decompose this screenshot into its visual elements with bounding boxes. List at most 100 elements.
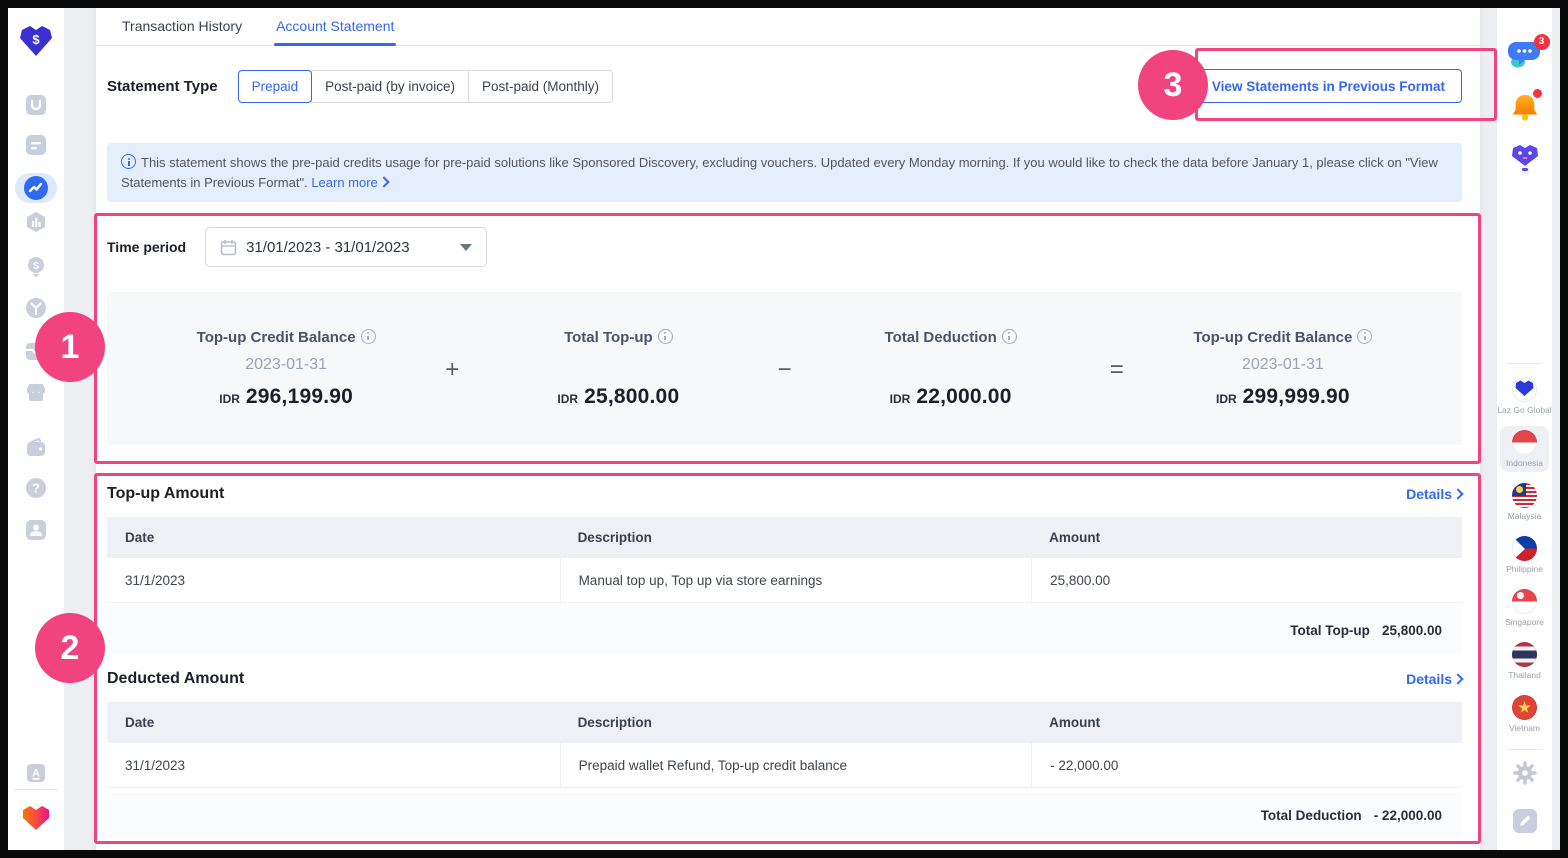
statement-type-postpaid-invoice[interactable]: Post-paid (by invoice) — [311, 69, 469, 103]
lazada-heart-icon — [23, 806, 49, 830]
summary-opening-balance: Top-up Credit Balance 2023-01-31 IDR 296,… — [137, 328, 435, 409]
sidebar-divider — [1507, 749, 1542, 750]
country-laz-go-global[interactable]: Laz Go Global — [1497, 373, 1552, 419]
balance-summary-panel: Top-up Credit Balance 2023-01-31 IDR 296,… — [107, 292, 1462, 445]
info-icon — [360, 328, 376, 344]
view-previous-format-button[interactable]: View Statements in Previous Format — [1194, 69, 1462, 103]
box-icon — [26, 343, 46, 360]
right-sidebar: 3 — [1497, 8, 1552, 850]
summary-title: Top-up Credit Balance — [1193, 328, 1353, 346]
sidebar-item-report[interactable] — [24, 133, 48, 157]
info-icon — [657, 328, 673, 344]
topup-section-title: Top-up Amount — [107, 485, 225, 502]
sidebar-item-language[interactable]: A — [24, 761, 48, 785]
sidebar-item-store[interactable] — [24, 380, 48, 404]
header-date: Date — [125, 715, 155, 730]
date-range-select[interactable]: 31/01/2023 - 31/01/2023 — [205, 227, 488, 267]
statement-type-prepaid[interactable]: Prepaid — [237, 69, 313, 103]
tab-bar: Transaction History Account Statement — [96, 8, 1480, 46]
settings-button[interactable] — [1512, 760, 1538, 791]
country-singapore[interactable]: Singapore — [1500, 585, 1549, 631]
header-amount: Amount — [1049, 530, 1101, 545]
summary-date: 2023-01-31 — [1241, 355, 1324, 373]
brand-heart-dollar-icon: $ — [20, 26, 52, 56]
sidebar-item-statement-active[interactable] — [15, 173, 57, 203]
sidebar-item-inbox[interactable] — [24, 339, 48, 363]
vietnam-flag-icon — [1512, 695, 1537, 720]
country-indonesia[interactable]: Indonesia — [1500, 426, 1549, 472]
sidebar-item-billing[interactable]: $ — [24, 255, 48, 279]
country-label: Singapore — [1505, 617, 1544, 627]
chevron-right-icon — [378, 175, 390, 188]
caret-down-icon — [460, 243, 473, 251]
assistant-button[interactable] — [1509, 144, 1541, 183]
storefront-icon — [27, 384, 45, 401]
currency-label: IDR — [1215, 391, 1237, 406]
header-description: Description — [577, 530, 652, 545]
cell-description: Prepaid wallet Refund, Top-up credit bal… — [559, 743, 1032, 787]
country-philippine[interactable]: Philippine — [1500, 532, 1549, 578]
time-period-row: Time period 31/01/2023 - 31/01/2023 — [107, 227, 488, 267]
deducted-details-link[interactable]: Details — [1406, 671, 1464, 687]
info-banner-text: This statement shows the pre-paid credit… — [121, 155, 1438, 190]
topup-section-header: Top-up Amount Details — [107, 485, 1464, 503]
total-label: Total Deduction — [1260, 808, 1362, 823]
country-vietnam[interactable]: Vietnam — [1500, 691, 1549, 737]
operator-plus: + — [445, 355, 460, 383]
sponsored-solutions-logo[interactable]: $ — [16, 22, 56, 62]
country-thailand[interactable]: Thailand — [1500, 638, 1549, 684]
amount-value: 22,000.00 — [916, 384, 1012, 408]
deducted-table: Date Description Amount 31/1/2023 Prepai… — [107, 702, 1462, 838]
sidebar-item-campaign[interactable] — [24, 93, 48, 117]
tab-account-statement[interactable]: Account Statement — [274, 18, 397, 46]
malaysia-flag-icon — [1512, 483, 1537, 508]
pencil-icon — [1512, 809, 1537, 833]
cell-date: 31/1/2023 — [125, 572, 186, 588]
sidebar-item-account[interactable] — [24, 518, 48, 542]
lazada-logo[interactable] — [21, 804, 51, 832]
operator-minus: − — [777, 355, 792, 383]
header-description: Description — [577, 715, 652, 730]
cell-amount: - 22,000.00 — [1031, 743, 1462, 787]
main-content: Transaction History Account Statement St… — [96, 8, 1480, 850]
learn-more-link[interactable]: Learn more — [311, 175, 390, 190]
chat-button[interactable]: 3 — [1507, 34, 1550, 75]
chevron-right-icon — [1452, 673, 1464, 685]
thailand-flag-icon — [1512, 642, 1537, 667]
statement-type-label: Statement Type — [107, 77, 218, 95]
chevron-right-icon — [1452, 488, 1464, 500]
country-label: Vietnam — [1508, 723, 1541, 733]
sidebar-divider — [1507, 363, 1542, 364]
chat-bubbles-icon — [1507, 42, 1540, 68]
summary-closing-balance: Top-up Credit Balance 2023-01-31 IDR 299,… — [1134, 328, 1432, 409]
statement-type-postpaid-monthly[interactable]: Post-paid (Monthly) — [467, 69, 613, 103]
cell-description: Manual top up, Top up via store earnings — [559, 558, 1032, 602]
hexagon-bars-icon — [27, 212, 45, 232]
country-malaysia[interactable]: Malaysia — [1500, 479, 1549, 525]
tab-transaction-history[interactable]: Transaction History — [122, 18, 243, 34]
summary-title: Top-up Credit Balance — [196, 328, 356, 346]
amount-value: 25,800.00 — [584, 384, 680, 408]
philippine-flag-icon — [1512, 536, 1537, 561]
gear-icon — [1512, 761, 1537, 785]
deducted-total-row: Total Deduction - 22,000.00 — [107, 793, 1462, 838]
wallet-icon — [27, 437, 45, 456]
info-icon — [121, 154, 136, 169]
sidebar-item-analytics[interactable] — [24, 210, 48, 234]
deducted-section-header: Deducted Amount Details — [107, 670, 1464, 688]
amount-value: 296,199.90 — [245, 384, 354, 408]
sidebar-item-wallet[interactable] — [24, 436, 48, 460]
trend-chart-icon — [24, 176, 48, 200]
details-label: Details — [1406, 486, 1452, 502]
sidebar-item-help[interactable]: ? — [24, 476, 48, 500]
campaign-icon — [26, 95, 46, 115]
sidebar-item-tools[interactable] — [24, 296, 48, 320]
topup-details-link[interactable]: Details — [1406, 486, 1464, 502]
country-label: Philippine — [1506, 564, 1543, 574]
chat-unread-badge: 3 — [1533, 34, 1550, 50]
feedback-button[interactable] — [1512, 808, 1538, 839]
notifications-button[interactable] — [1510, 89, 1542, 127]
table-row: 31/1/2023 Manual top up, Top up via stor… — [107, 558, 1462, 603]
country-label: Thailand — [1508, 670, 1541, 680]
